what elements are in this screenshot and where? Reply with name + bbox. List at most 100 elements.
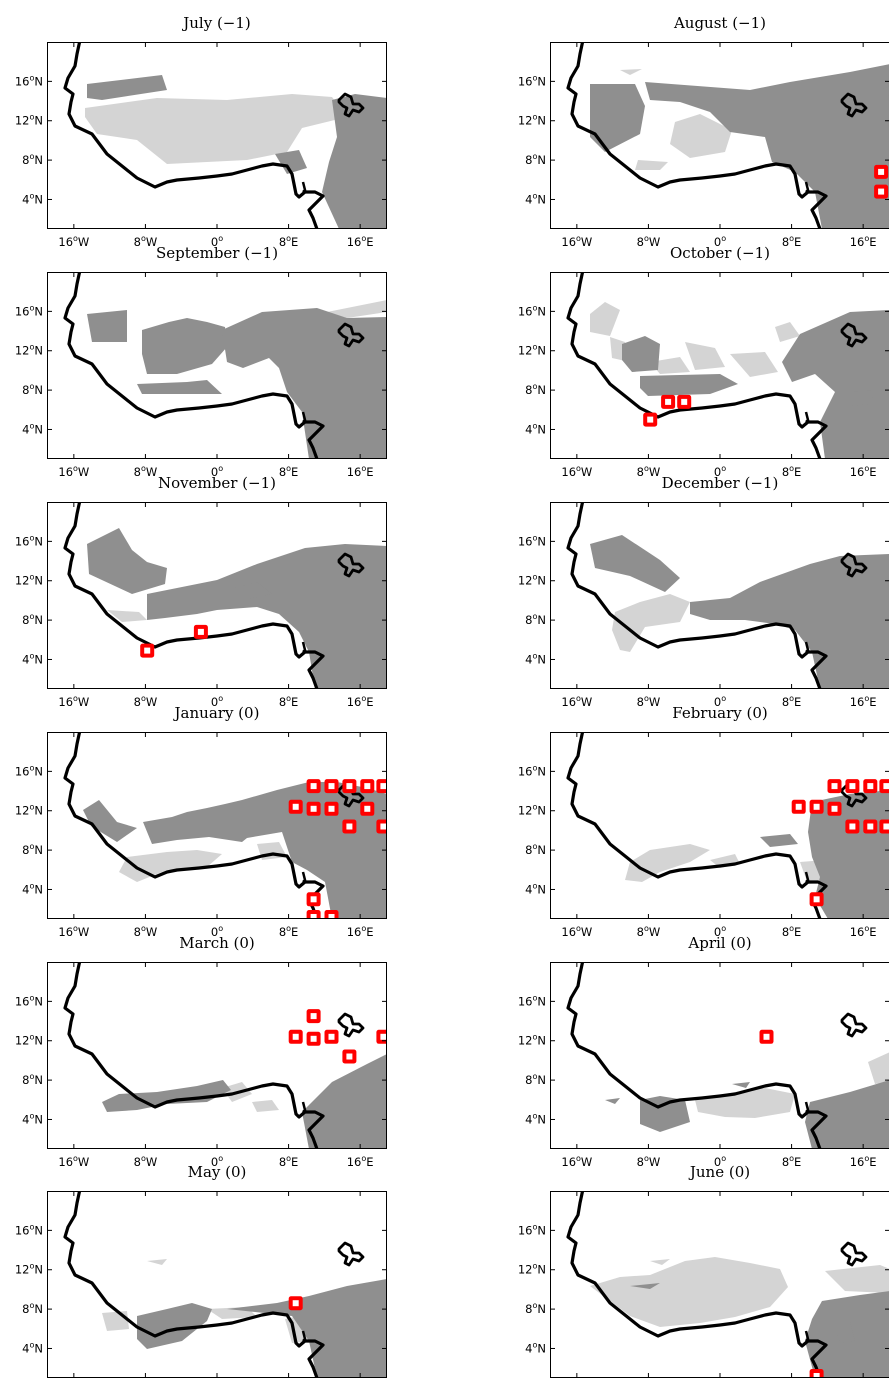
light-shaded-region bbox=[685, 342, 725, 370]
longitude-tick-label: 16oE bbox=[347, 694, 374, 709]
panel-title: May (0) bbox=[188, 1163, 247, 1181]
coastline bbox=[63, 962, 325, 1149]
map-panel-june: 16oW8oW0o8oE16oE16oN12oN8oN4oNJune (0) bbox=[518, 1163, 889, 1378]
significance-marker bbox=[809, 1369, 824, 1378]
latitude-tick-label: 8oN bbox=[525, 1072, 546, 1087]
map-plot-area bbox=[47, 962, 387, 1149]
dark-shaded-region bbox=[732, 1082, 750, 1088]
map-plot-area bbox=[550, 1191, 889, 1378]
longitude-tick-label: 16oW bbox=[561, 924, 592, 939]
longitude-tick-label: 8oE bbox=[782, 924, 802, 939]
light-shaded-region bbox=[590, 1257, 788, 1327]
panel-title: November (−1) bbox=[158, 474, 276, 492]
map-plot-area bbox=[550, 732, 889, 919]
significance-marker bbox=[342, 819, 357, 834]
dark-shaded-region bbox=[850, 390, 875, 406]
longitude-tick-label: 16oE bbox=[850, 924, 877, 939]
latitude-tick-label: 4oN bbox=[525, 421, 546, 436]
longitude-tick-label: 8oW bbox=[637, 464, 661, 479]
dark-shaded-region bbox=[690, 554, 889, 689]
longitude-tick-label: 0o bbox=[211, 464, 223, 479]
latitude-tick-label: 4oN bbox=[525, 881, 546, 896]
map-plot-area bbox=[47, 1191, 387, 1378]
longitude-tick-label: 16oE bbox=[850, 1154, 877, 1169]
latitude-tick-label: 16oN bbox=[518, 1222, 546, 1237]
significance-marker bbox=[863, 819, 878, 834]
dark-shaded-region bbox=[322, 94, 387, 229]
latitude-tick-label: 16oN bbox=[518, 73, 546, 88]
longitude-tick-label: 8oE bbox=[279, 234, 299, 249]
lake-chad-outline bbox=[840, 1241, 868, 1267]
latitude-tick-label: 16oN bbox=[15, 993, 43, 1008]
longitude-tick-label: 8oW bbox=[637, 924, 661, 939]
dark-shaded-region bbox=[227, 1279, 387, 1378]
coastline bbox=[566, 42, 828, 229]
latitude-tick-label: 4oN bbox=[22, 191, 43, 206]
latitude-tick-label: 4oN bbox=[22, 1111, 43, 1126]
panel-title: July (−1) bbox=[181, 14, 251, 32]
lake-chad-outline bbox=[337, 552, 365, 578]
significance-marker bbox=[759, 1029, 774, 1044]
longitude-tick-label: 8oE bbox=[279, 464, 299, 479]
dark-shaded-region bbox=[137, 380, 222, 394]
coastline bbox=[566, 502, 828, 689]
coastline-inlet bbox=[804, 1330, 810, 1342]
latitude-tick-label: 12oN bbox=[518, 113, 546, 128]
latitude-tick-label: 16oN bbox=[15, 303, 43, 318]
latitude-tick-label: 8oN bbox=[525, 1301, 546, 1316]
longitude-tick-label: 16oW bbox=[58, 924, 89, 939]
panel-title: August (−1) bbox=[673, 14, 766, 32]
light-shaded-region bbox=[147, 1259, 167, 1265]
coastline bbox=[63, 42, 325, 229]
longitude-tick-label: 16oW bbox=[561, 464, 592, 479]
map-panel-february: 16oW 8oW 0o 8oE 16oE 16oN 12oN 8oN 4oN February (… bbox=[518, 704, 889, 939]
dark-shaded-region bbox=[143, 782, 387, 919]
longitude-tick-label: 0o bbox=[211, 924, 223, 939]
panel-title: February (0) bbox=[672, 704, 768, 722]
significance-marker bbox=[193, 624, 208, 639]
lake-chad-outline bbox=[337, 1012, 365, 1038]
lake-chad-outline bbox=[840, 322, 868, 348]
map-panel-september: 16oW 8oW 0o 8oE 16oE 16oN 12oN 8oN 4oN September … bbox=[15, 244, 387, 479]
longitude-tick-label: 0o bbox=[714, 464, 726, 479]
longitude-tick-label: 8oE bbox=[782, 464, 802, 479]
coastline bbox=[63, 732, 325, 919]
significance-marker bbox=[845, 779, 860, 794]
light-shaded-region bbox=[650, 357, 690, 374]
latitude-tick-label: 8oN bbox=[22, 842, 43, 857]
longitude-tick-label: 8oE bbox=[782, 234, 802, 249]
dark-shaded-region bbox=[605, 1098, 620, 1104]
significance-marker bbox=[827, 801, 842, 816]
longitude-tick-label: 8oE bbox=[279, 694, 299, 709]
dark-shaded-region bbox=[137, 1303, 212, 1349]
significance-marker bbox=[879, 779, 889, 794]
dark-shaded-region bbox=[645, 64, 889, 229]
latitude-tick-label: 12oN bbox=[518, 343, 546, 358]
lake-chad-outline bbox=[840, 92, 868, 118]
longitude-tick-label: 0o bbox=[714, 694, 726, 709]
latitude-tick-label: 12oN bbox=[518, 803, 546, 818]
coastline bbox=[63, 272, 325, 459]
longitude-tick-label: 16oW bbox=[58, 464, 89, 479]
longitude-tick-label: 0o bbox=[211, 694, 223, 709]
light-shaded-region bbox=[85, 94, 347, 164]
dark-shaded-region bbox=[275, 150, 307, 174]
map-panel-march: 16oW 8oW 0o 8oE 16oE 16oN 12oN 8oN 4oN March (0) bbox=[15, 934, 387, 1169]
dark-shaded-region bbox=[590, 84, 645, 152]
dark-shaded-region bbox=[83, 800, 137, 842]
light-shaded-region bbox=[775, 322, 800, 342]
longitude-tick-label: 8oW bbox=[134, 234, 158, 249]
longitude-tick-label: 16oW bbox=[58, 1154, 89, 1169]
coastline bbox=[566, 272, 828, 459]
latitude-tick-label: 4oN bbox=[525, 1340, 546, 1355]
lake-chad-outline bbox=[337, 92, 365, 118]
dark-shaded-region bbox=[302, 1054, 387, 1149]
longitude-tick-label: 16oW bbox=[58, 234, 89, 249]
panel-title: October (−1) bbox=[670, 244, 770, 262]
light-shaded-region bbox=[635, 160, 668, 170]
latitude-tick-label: 12oN bbox=[15, 1033, 43, 1048]
map-panel-july: 16oW 8oW 0o 8oE 16oE 16oN 12oN 8oN 4oN July (−1) bbox=[15, 14, 387, 249]
latitude-tick-label: 8oN bbox=[525, 152, 546, 167]
latitude-tick-label: 16oN bbox=[518, 303, 546, 318]
significance-marker bbox=[827, 779, 842, 794]
